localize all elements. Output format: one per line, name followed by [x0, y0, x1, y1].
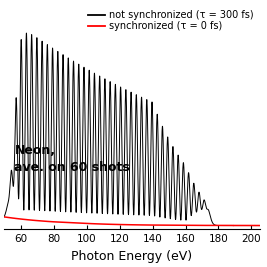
X-axis label: Photon Energy (eV): Photon Energy (eV) [71, 250, 193, 263]
Legend: not synchronized (τ = 300 fs), synchronized (τ = 0 fs): not synchronized (τ = 300 fs), synchroni… [87, 9, 255, 32]
Text: Neon,
ave. on 60 shots: Neon, ave. on 60 shots [14, 144, 130, 174]
